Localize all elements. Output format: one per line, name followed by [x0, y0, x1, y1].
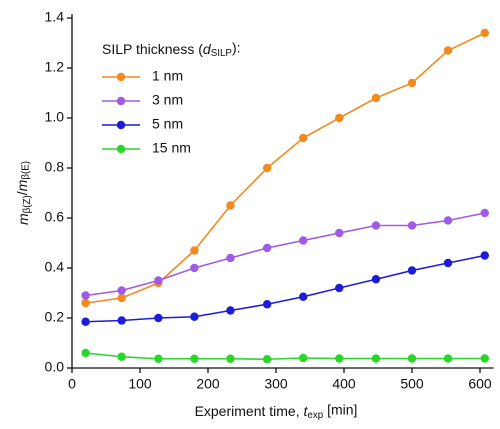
data-point — [117, 293, 126, 303]
legend-title: SILP thickness (dSILP): — [102, 39, 241, 58]
y-axis-label-part: m — [13, 179, 29, 191]
y-tick-label: 0.0 — [45, 359, 65, 375]
x-axis-label-part: t — [304, 403, 309, 419]
x-axis-label-part: exp — [307, 410, 323, 421]
data-point — [117, 316, 126, 325]
data-point — [480, 28, 489, 38]
legend-label: 3 nm — [152, 92, 183, 108]
data-point — [371, 275, 381, 284]
y-axis-label: mβ(Z)/mβ(E) — [13, 161, 32, 225]
data-point — [480, 354, 489, 363]
data-point — [262, 243, 272, 253]
data-point — [190, 263, 199, 273]
x-tick-label: 500 — [400, 376, 424, 392]
data-point — [154, 354, 163, 363]
data-point — [226, 306, 235, 315]
legend-title-part: SILP — [211, 48, 233, 59]
x-tick-label: 100 — [128, 376, 152, 392]
data-point — [226, 354, 235, 363]
data-point — [262, 300, 272, 309]
data-point — [407, 78, 417, 88]
legend-label: 15 nm — [152, 140, 191, 156]
x-tick-label: 600 — [468, 376, 492, 392]
data-point — [299, 133, 308, 143]
y-tick-label: 0.4 — [45, 259, 65, 275]
data-point — [81, 291, 90, 300]
legend-title-part: d — [203, 41, 212, 57]
x-axis-label: Experiment time, texp [min] — [195, 401, 358, 420]
y-tick-label: 1.2 — [45, 59, 65, 75]
data-point — [480, 251, 489, 260]
x-tick-label: 400 — [332, 376, 356, 392]
data-point — [443, 354, 453, 363]
data-point — [335, 113, 344, 123]
data-point — [190, 246, 199, 255]
data-point — [299, 353, 308, 363]
legend-marker — [116, 144, 126, 154]
data-point — [154, 313, 163, 323]
x-tick-label: 300 — [264, 376, 288, 392]
x-tick-label: 200 — [196, 376, 220, 392]
data-point — [335, 228, 344, 238]
y-tick-label: 0.6 — [45, 209, 65, 225]
data-point — [81, 348, 90, 358]
y-tick-label: 1.0 — [45, 109, 65, 125]
series-line — [85, 352, 485, 361]
data-point — [226, 253, 235, 263]
data-point — [226, 201, 235, 210]
data-point — [443, 258, 453, 268]
series-line — [85, 32, 486, 304]
y-axis-label-part: / — [13, 191, 29, 195]
data-point — [117, 286, 126, 295]
data-point — [190, 354, 199, 363]
data-point — [443, 216, 453, 225]
data-point — [443, 46, 453, 55]
data-point — [480, 208, 489, 218]
y-axis-label-part: β(Z) — [22, 195, 33, 213]
data-point — [335, 283, 344, 293]
data-point — [407, 354, 417, 363]
x-axis-label-part: Experiment time, — [195, 403, 304, 419]
data-point — [81, 298, 90, 308]
legend-marker — [116, 120, 126, 130]
y-tick-label: 0.2 — [45, 309, 65, 325]
y-axis-label-part: β(E) — [20, 161, 31, 180]
legend-title-part: SILP thickness ( — [102, 41, 203, 57]
data-point — [407, 221, 417, 230]
data-point — [81, 317, 90, 326]
data-point — [371, 354, 381, 363]
data-point — [262, 163, 272, 173]
data-point — [262, 355, 272, 364]
series-line — [85, 254, 485, 323]
legend-marker — [116, 72, 126, 82]
data-point — [190, 312, 199, 321]
legend-marker — [116, 96, 126, 106]
y-axis-label-part: m — [15, 213, 31, 225]
x-tick-label: 0 — [68, 376, 76, 392]
data-point — [117, 352, 126, 361]
y-tick-label: 1.4 — [45, 9, 65, 25]
data-point — [299, 236, 308, 245]
data-point — [371, 221, 381, 230]
data-point — [407, 266, 417, 275]
data-point — [335, 354, 344, 363]
x-axis-label-part: [min] — [323, 401, 357, 417]
y-tick-label: 0.8 — [45, 159, 65, 175]
data-point — [154, 276, 163, 285]
legend-label: 1 nm — [152, 68, 183, 84]
data-point — [371, 93, 381, 103]
legend-label: 5 nm — [152, 116, 183, 132]
series-line — [85, 212, 485, 297]
data-point — [299, 292, 308, 301]
legend-title-part: ): — [232, 39, 241, 55]
